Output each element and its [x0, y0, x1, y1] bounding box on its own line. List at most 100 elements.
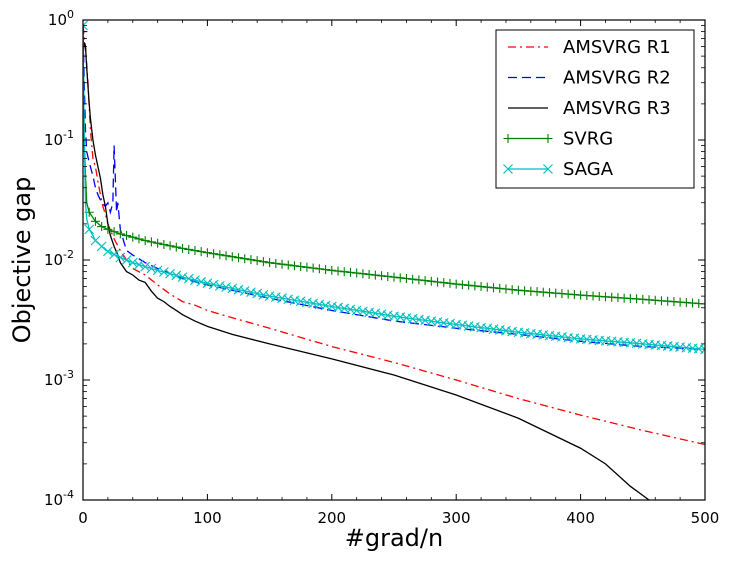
series-marker-svrg [501, 284, 511, 294]
x-tick-label: 100 [193, 509, 222, 527]
series-marker-saga [239, 286, 250, 296]
series-marker-svrg [482, 282, 492, 292]
legend: AMSVRG R1 AMSVRG R2 AMSVRG R3 SVRG SAGA [495, 29, 695, 189]
series-marker-svrg [178, 243, 188, 253]
legend-label-amsvrg-r2: AMSVRG R2 [563, 68, 671, 89]
x-tick-label: 500 [691, 509, 720, 527]
series-marker-svrg [439, 278, 449, 288]
series-marker-saga [700, 344, 705, 355]
series-marker-svrg [271, 258, 281, 268]
series-marker-svrg [128, 232, 138, 242]
series-marker-svrg [289, 261, 299, 271]
series-marker-saga [196, 276, 207, 287]
series-marker-svrg [470, 281, 480, 291]
series-marker-svrg [370, 270, 380, 280]
series-marker-saga [264, 291, 275, 302]
series-marker-svrg [445, 278, 455, 288]
series-marker-svrg [165, 241, 175, 251]
series-marker-saga [115, 252, 126, 263]
legend-label-amsvrg-r1: AMSVRG R1 [563, 37, 671, 58]
series-marker-saga [140, 261, 151, 272]
series-marker-saga [83, 20, 88, 31]
series-marker-svrg [209, 249, 219, 259]
series-marker-saga [308, 298, 319, 309]
series-marker-saga [258, 289, 269, 300]
legend-marker-svrg [543, 134, 553, 143]
series-marker-svrg [364, 269, 374, 279]
series-marker-svrg [134, 234, 144, 244]
series-marker-svrg [389, 272, 399, 282]
series-marker-saga [283, 294, 294, 305]
series-marker-svrg [433, 277, 443, 287]
series-marker-saga [177, 272, 188, 283]
series-marker-saga [158, 267, 169, 277]
series-marker-svrg [401, 274, 411, 284]
series-marker-svrg [215, 250, 225, 260]
series-saga [83, 20, 705, 355]
series-marker-svrg [489, 283, 499, 293]
series-marker-svrg [327, 265, 337, 275]
legend-label-saga: SAGA [563, 159, 614, 180]
series-marker-saga [121, 255, 132, 265]
series-marker-svrg [352, 268, 362, 278]
x-axis-title: #grad/n [345, 524, 443, 552]
series-marker-svrg [227, 252, 237, 262]
series-svrg [83, 27, 705, 309]
series-marker-saga [246, 287, 256, 298]
series-marker-svrg [308, 263, 318, 273]
series-marker-svrg [383, 271, 393, 281]
series-marker-svrg [296, 262, 306, 272]
y-tick-label: 10-2 [44, 248, 74, 269]
series-marker-svrg [97, 222, 107, 232]
x-tick-label: 200 [317, 509, 346, 527]
legend-marker-saga [543, 164, 553, 174]
series-marker-saga [96, 241, 107, 252]
series-marker-svrg [240, 254, 250, 264]
series-marker-svrg [109, 227, 119, 237]
y-tick-label: 100 [48, 8, 74, 29]
series-marker-svrg [196, 247, 206, 257]
series-marker-svrg [321, 265, 331, 275]
series-marker-saga [84, 224, 95, 235]
series-marker-svrg [426, 276, 436, 286]
legend-frame [495, 29, 695, 189]
series-marker-saga [183, 273, 194, 284]
y-tick-label: 10-1 [44, 128, 74, 149]
series-marker-saga [233, 284, 244, 295]
series-marker-saga [214, 280, 225, 291]
series-marker-saga [314, 299, 325, 310]
series-marker-svrg [115, 229, 125, 239]
series-marker-svrg [258, 257, 268, 267]
series-marker-svrg [153, 238, 163, 248]
series-marker-saga [302, 297, 312, 308]
series-marker-svrg [420, 276, 430, 286]
series-marker-svrg [122, 231, 132, 241]
series-marker-svrg [184, 244, 194, 254]
series-marker-saga [102, 246, 113, 257]
series-marker-saga [152, 265, 163, 276]
series-marker-svrg [451, 279, 461, 289]
series-marker-saga [127, 257, 138, 268]
series-marker-svrg [202, 248, 212, 258]
legend-marker-svrg [503, 134, 513, 143]
series-line-amsvrg-r3 [83, 42, 650, 500]
series-marker-svrg [190, 246, 200, 256]
y-axis-title: Objective gap [8, 177, 36, 344]
series-marker-svrg [457, 280, 467, 290]
tick-layer: 0 100 200 300 400 500 100 10-1 10-2 10-3 10-4 [44, 8, 719, 527]
series-marker-svrg [140, 236, 150, 246]
series-marker-saga [146, 263, 157, 274]
series-marker-svrg [103, 224, 113, 234]
series-marker-saga [277, 293, 287, 304]
legend-item-saga: SAGA [503, 159, 614, 180]
series-marker-svrg [408, 274, 418, 284]
series-marker-saga [252, 288, 263, 299]
y-tick-label: 10-3 [44, 368, 74, 389]
series-marker-saga [202, 278, 213, 289]
series-marker-saga [295, 296, 306, 307]
legend-item-amsvrg-r1: AMSVRG R1 [508, 37, 671, 58]
series-marker-svrg [234, 253, 243, 263]
series-marker-svrg [700, 299, 705, 309]
series-marker-saga [320, 300, 331, 311]
